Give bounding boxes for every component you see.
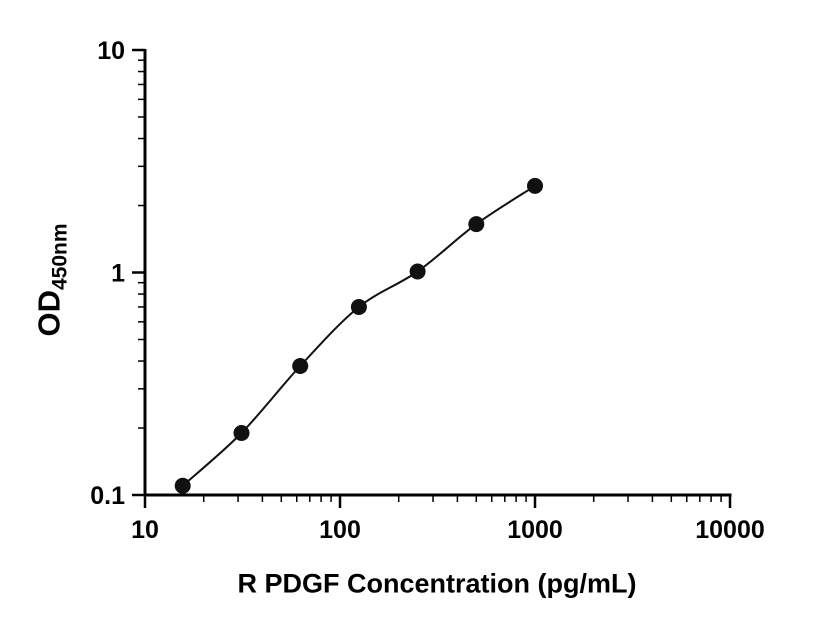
y-tick-label: 0.1 <box>90 482 125 510</box>
data-point <box>409 263 426 280</box>
x-tick-label: 1000 <box>507 516 563 544</box>
y-tick-label: 10 <box>97 37 125 65</box>
y-axis-title-main: OD <box>31 290 67 337</box>
data-point <box>292 358 309 374</box>
data-point <box>527 177 543 194</box>
data-point <box>350 299 367 315</box>
data-point <box>233 425 250 441</box>
data-point <box>468 216 485 233</box>
x-axis-title: R PDGF Concentration (pg/mL) <box>237 568 637 599</box>
x-tick-label: 10000 <box>695 516 765 544</box>
fit-curve <box>182 185 536 487</box>
x-tick-label: 100 <box>319 516 361 544</box>
y-tick-label: 1 <box>111 260 125 288</box>
data-point <box>174 477 191 494</box>
x-tick-label: 10 <box>131 516 159 544</box>
y-axis-title-subscript: 450nm <box>48 223 72 291</box>
y-axis-title: OD450nm <box>32 223 73 336</box>
